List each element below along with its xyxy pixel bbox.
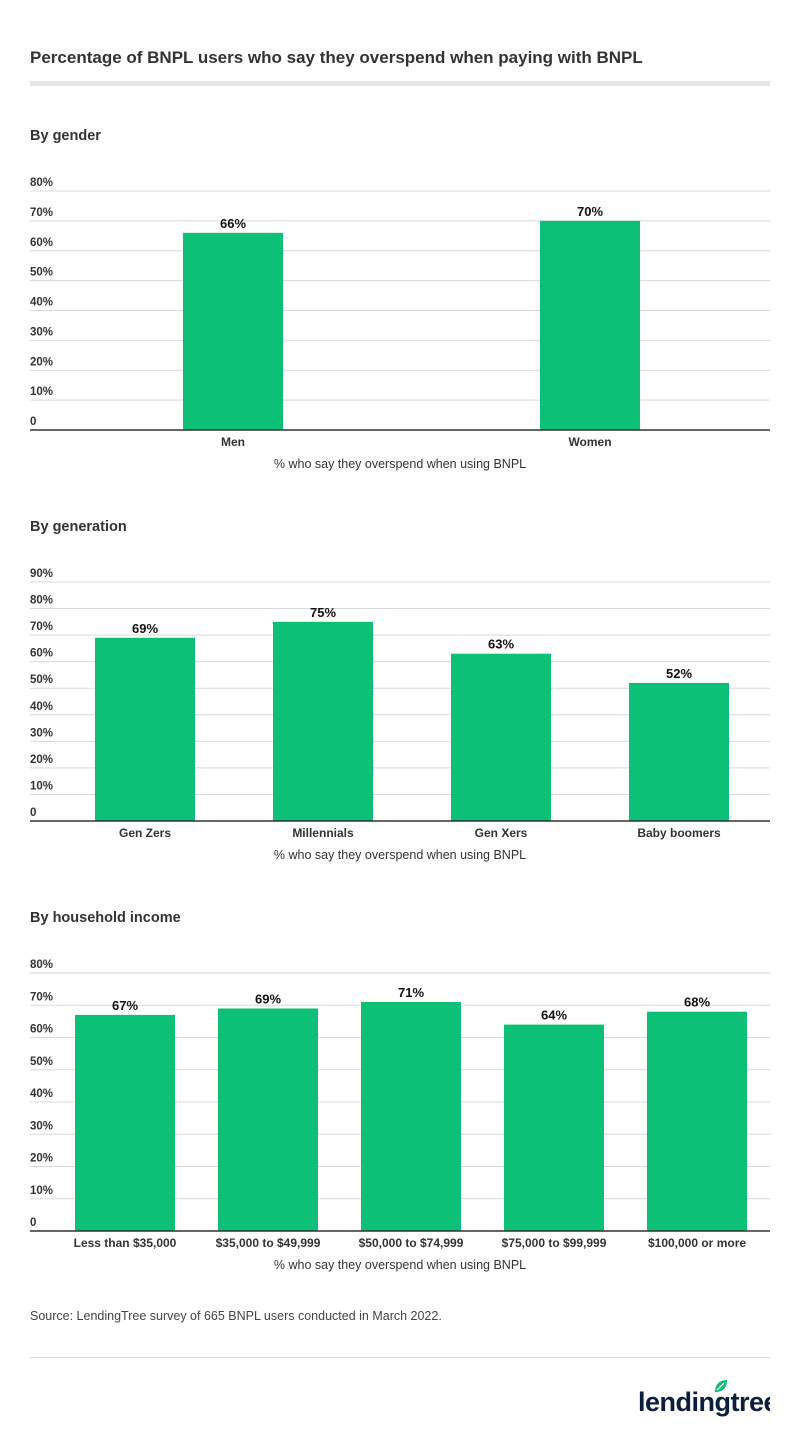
bar (361, 1002, 461, 1231)
y-tick-label: 10% (30, 780, 53, 792)
data-label: 69% (132, 621, 158, 636)
y-tick-label: 10% (30, 1185, 53, 1197)
y-tick-label: 70% (30, 991, 53, 1003)
x-tick-label: Gen Xers (475, 826, 528, 840)
y-tick-label: 50% (30, 267, 53, 279)
x-axis-label: % who say they overspend when using BNPL (274, 457, 526, 471)
y-tick-label: 20% (30, 356, 53, 368)
x-tick-label: Less than $35,000 (74, 1236, 177, 1250)
data-label: 64% (541, 1008, 567, 1023)
bar (95, 637, 195, 821)
x-tick-label: Baby boomers (637, 826, 721, 840)
y-tick-label: 20% (30, 754, 53, 766)
x-axis-label: % who say they overspend when using BNPL (274, 1258, 526, 1272)
data-label: 69% (255, 991, 281, 1006)
bar (75, 1014, 175, 1231)
x-tick-label: $35,000 to $49,999 (216, 1236, 321, 1250)
x-tick-label: Gen Zers (119, 826, 171, 840)
y-tick-label: 50% (30, 1056, 53, 1068)
chart-title: By generation (30, 519, 127, 535)
bar (629, 682, 729, 821)
bar (540, 220, 640, 430)
y-tick-label: 40% (30, 297, 53, 309)
y-tick-label: 40% (30, 701, 53, 713)
y-tick-label: 30% (30, 727, 53, 739)
y-tick-label: 20% (30, 1153, 53, 1165)
y-tick-label: 10% (30, 386, 53, 398)
y-tick-label: 60% (30, 237, 53, 249)
bar (504, 1024, 604, 1231)
bar (183, 232, 283, 430)
data-label: 71% (398, 985, 424, 1000)
bar (451, 653, 551, 821)
x-tick-label: $100,000 or more (648, 1236, 746, 1250)
lendingtree-logo: lendingtree (638, 1380, 770, 1417)
bar (218, 1008, 318, 1231)
y-tick-label: 60% (30, 1024, 53, 1036)
page-title: Percentage of BNPL users who say they ov… (30, 48, 643, 67)
y-tick-label: 40% (30, 1088, 53, 1100)
y-tick-label: 80% (30, 595, 53, 607)
y-tick-label: 90% (30, 568, 53, 580)
data-label: 75% (310, 605, 336, 620)
y-tick-label: 0 (30, 807, 36, 819)
y-tick-label: 50% (30, 674, 53, 686)
y-tick-label: 80% (30, 177, 53, 189)
title-underline (30, 81, 770, 86)
x-tick-label: Millennials (292, 826, 354, 840)
data-label: 52% (666, 666, 692, 681)
data-label: 67% (112, 998, 138, 1013)
data-label: 66% (220, 216, 246, 231)
y-tick-label: 0 (30, 416, 36, 428)
data-label: 63% (488, 637, 514, 652)
chart-title: By gender (30, 128, 101, 144)
x-tick-label: Men (221, 435, 245, 449)
y-tick-label: 30% (30, 326, 53, 338)
x-axis-label: % who say they overspend when using BNPL (274, 848, 526, 862)
y-tick-label: 80% (30, 959, 53, 971)
data-label: 70% (577, 204, 603, 219)
chart-title: By household income (30, 910, 181, 926)
source-note: Source: LendingTree survey of 665 BNPL u… (30, 1309, 442, 1323)
y-tick-label: 70% (30, 207, 53, 219)
x-tick-label: $50,000 to $74,999 (359, 1236, 464, 1250)
y-tick-label: 0 (30, 1217, 36, 1229)
svg-text:lendingtree: lendingtree (638, 1387, 770, 1417)
bar (647, 1011, 747, 1231)
x-tick-label: Women (568, 435, 611, 449)
footer-divider (30, 1357, 770, 1358)
y-tick-label: 30% (30, 1120, 53, 1132)
y-tick-label: 70% (30, 621, 53, 633)
data-label: 68% (684, 995, 710, 1010)
bar (273, 621, 373, 821)
x-tick-label: $75,000 to $99,999 (502, 1236, 607, 1250)
y-tick-label: 60% (30, 648, 53, 660)
